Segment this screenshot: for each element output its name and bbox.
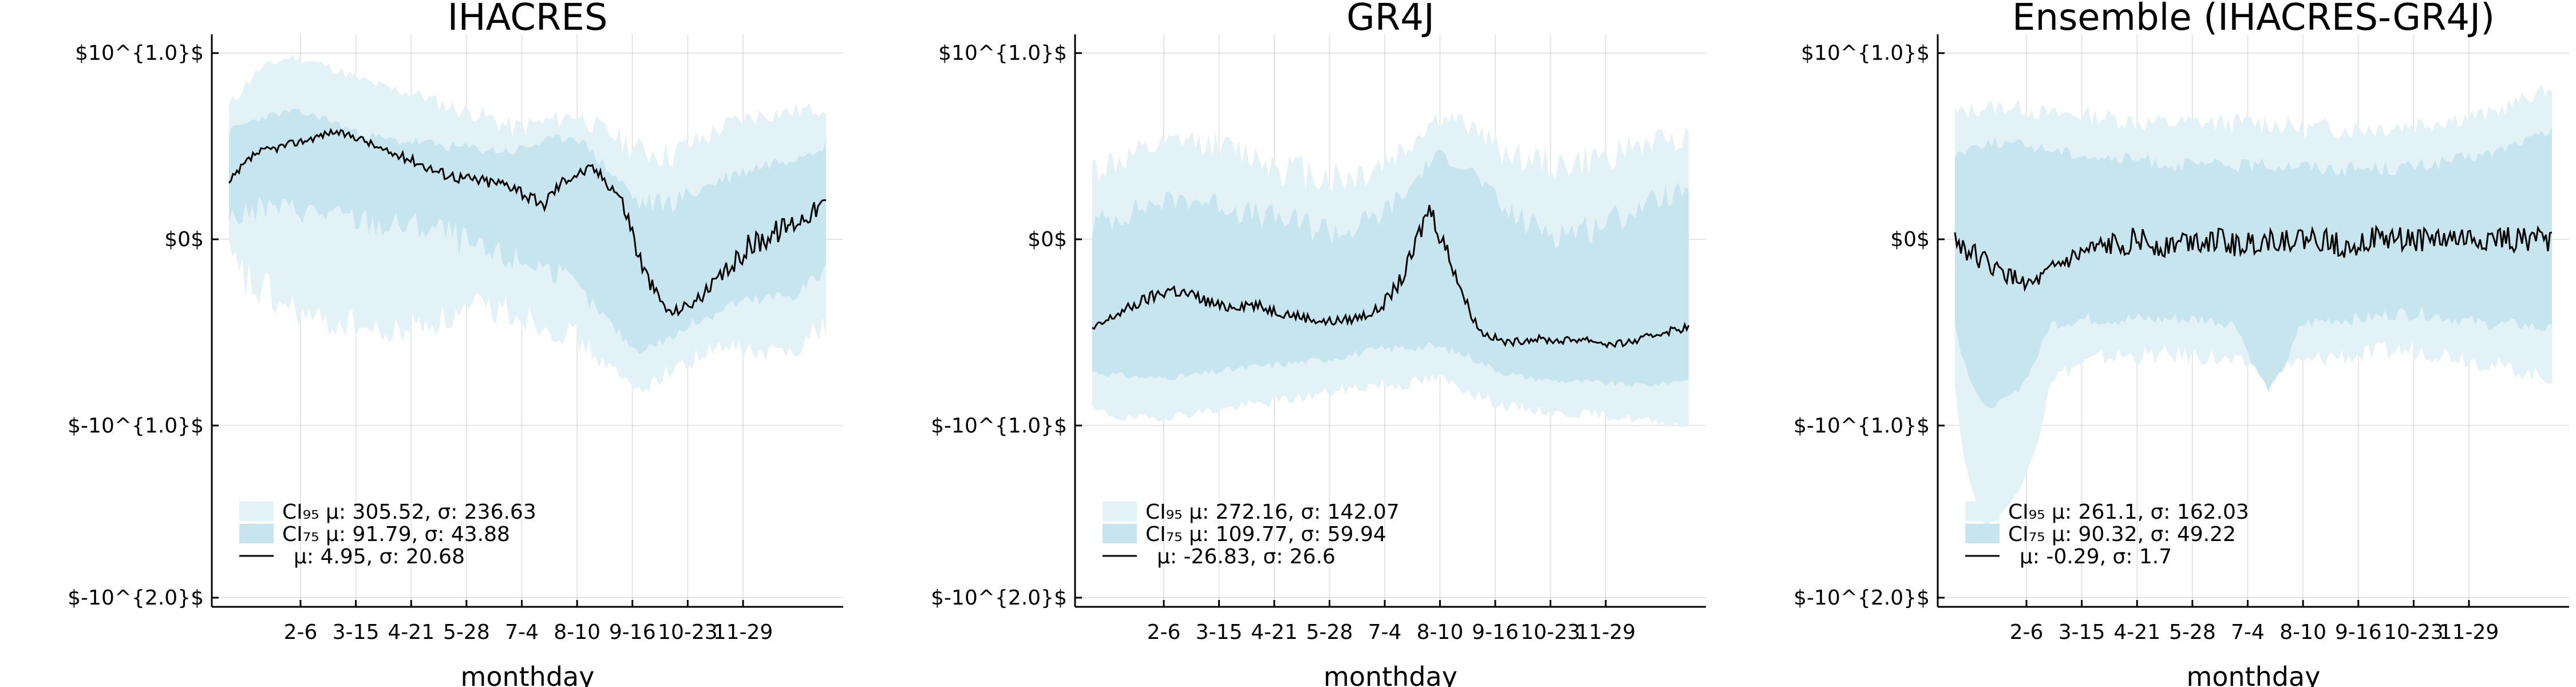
x-tick-label: 10-23: [658, 621, 718, 644]
x-tick-label: 8-10: [2279, 621, 2326, 644]
chart-title: GR4J: [1346, 0, 1435, 39]
x-tick-label: 7-4: [505, 621, 539, 644]
x-tick-label: 10-23: [1520, 621, 1581, 644]
legend-swatch-ci95: [1965, 502, 2000, 521]
legend-label-median: μ: 4.95, σ: 20.68: [294, 545, 465, 568]
y-tick-label: $-10^{2.0}$: [931, 586, 1067, 610]
x-tick-label: 5-28: [443, 621, 490, 644]
ci75-band: [1955, 127, 2552, 409]
chart-title: IHACRES: [448, 0, 608, 39]
y-tick-label: $-10^{1.0}$: [931, 414, 1067, 437]
legend-label-ci95: CI₉₅ μ: 261.1, σ: 162.03: [2008, 500, 2249, 524]
legend-label-median: μ: -26.83, σ: 26.6: [1157, 545, 1336, 568]
legend-label-ci75: CI₇₅ μ: 91.79, σ: 43.88: [282, 523, 510, 546]
x-tick-label: 2-6: [2010, 621, 2044, 644]
ci75-band: [229, 109, 826, 355]
x-tick-label: 3-15: [2059, 621, 2105, 644]
legend-label-ci75: CI₇₅ μ: 109.77, σ: 59.94: [1145, 523, 1386, 546]
legend-label-ci95: CI₉₅ μ: 272.16, σ: 142.07: [1145, 500, 1400, 524]
y-tick-label: $-10^{1.0}$: [68, 414, 204, 437]
chart-panel-2: GR4J $10^{1.0}$ $0$ $-10^{1.0}$ $-10^{2.0}$ 2…: [931, 0, 1706, 687]
x-tick-label: 8-10: [1417, 621, 1464, 644]
x-tick-label: 11-29: [1576, 621, 1636, 644]
x-tick-label: 2-6: [284, 621, 318, 644]
legend-swatch-ci95: [239, 502, 274, 521]
x-tick-label: 7-4: [2231, 621, 2265, 644]
median-line: [228, 128, 826, 317]
x-tick-label: 5-28: [1306, 621, 1353, 644]
legend-swatch-ci75: [1103, 524, 1137, 543]
x-tick-label: 4-21: [1251, 621, 1298, 644]
legend-label-ci75: CI₇₅ μ: 90.32, σ: 49.22: [2008, 523, 2236, 546]
x-tick-label: 10-23: [2384, 621, 2444, 644]
x-tick-label: 11-29: [713, 621, 773, 644]
median-line: [1954, 224, 2553, 293]
y-tick-label: $-10^{2.0}$: [68, 586, 204, 610]
x-axis-label: monthday: [461, 661, 595, 687]
x-tick-label: 8-10: [554, 621, 600, 644]
legend-label-ci95: CI₉₅ μ: 305.52, σ: 236.63: [282, 500, 536, 524]
legend-label-median: μ: -0.29, σ: 1.7: [2020, 545, 2172, 568]
x-tick-label: 9-16: [2335, 621, 2382, 644]
ci75-band: [1092, 149, 1689, 388]
x-tick-label: 4-21: [2113, 621, 2160, 644]
x-tick-label: 9-16: [609, 621, 656, 644]
y-tick-label: $10^{1.0}$: [938, 42, 1067, 65]
x-tick-label: 9-16: [1472, 621, 1519, 644]
y-tick-label: $0$: [164, 228, 204, 251]
y-tick-label: $0$: [1890, 228, 1930, 251]
y-tick-label: $10^{1.0}$: [75, 42, 204, 65]
legend-swatch-ci95: [1103, 502, 1137, 521]
x-tick-label: 2-6: [1147, 621, 1181, 644]
x-tick-label: 7-4: [1368, 621, 1402, 644]
legend-swatch-ci75: [1965, 524, 2000, 543]
y-tick-label: $0$: [1028, 228, 1067, 251]
legend-swatch-ci75: [239, 524, 274, 543]
chart-panel-3: Ensemble (IHACRES-GR4J) $10^{1.0}$ $0$ $-10…: [1793, 0, 2569, 687]
y-tick-label: $-10^{2.0}$: [1793, 586, 1930, 610]
chart-panel-1: IHACRES $10^{1.0}$ $0$ $-10^{1.0}$ $-10^{2.0…: [68, 0, 843, 687]
y-tick-label: $10^{1.0}$: [1801, 42, 1930, 65]
x-tick-label: 3-15: [333, 621, 380, 644]
x-axis-label: monthday: [2187, 661, 2321, 687]
median-line: [1092, 205, 1690, 349]
x-axis-label: monthday: [1323, 661, 1457, 687]
x-tick-label: 3-15: [1196, 621, 1243, 644]
x-tick-label: 11-29: [2439, 621, 2499, 644]
x-tick-label: 5-28: [2169, 621, 2216, 644]
y-tick-label: $-10^{1.0}$: [1793, 414, 1930, 437]
chart-title: Ensemble (IHACRES-GR4J): [2012, 0, 2495, 39]
x-tick-label: 4-21: [388, 621, 434, 644]
